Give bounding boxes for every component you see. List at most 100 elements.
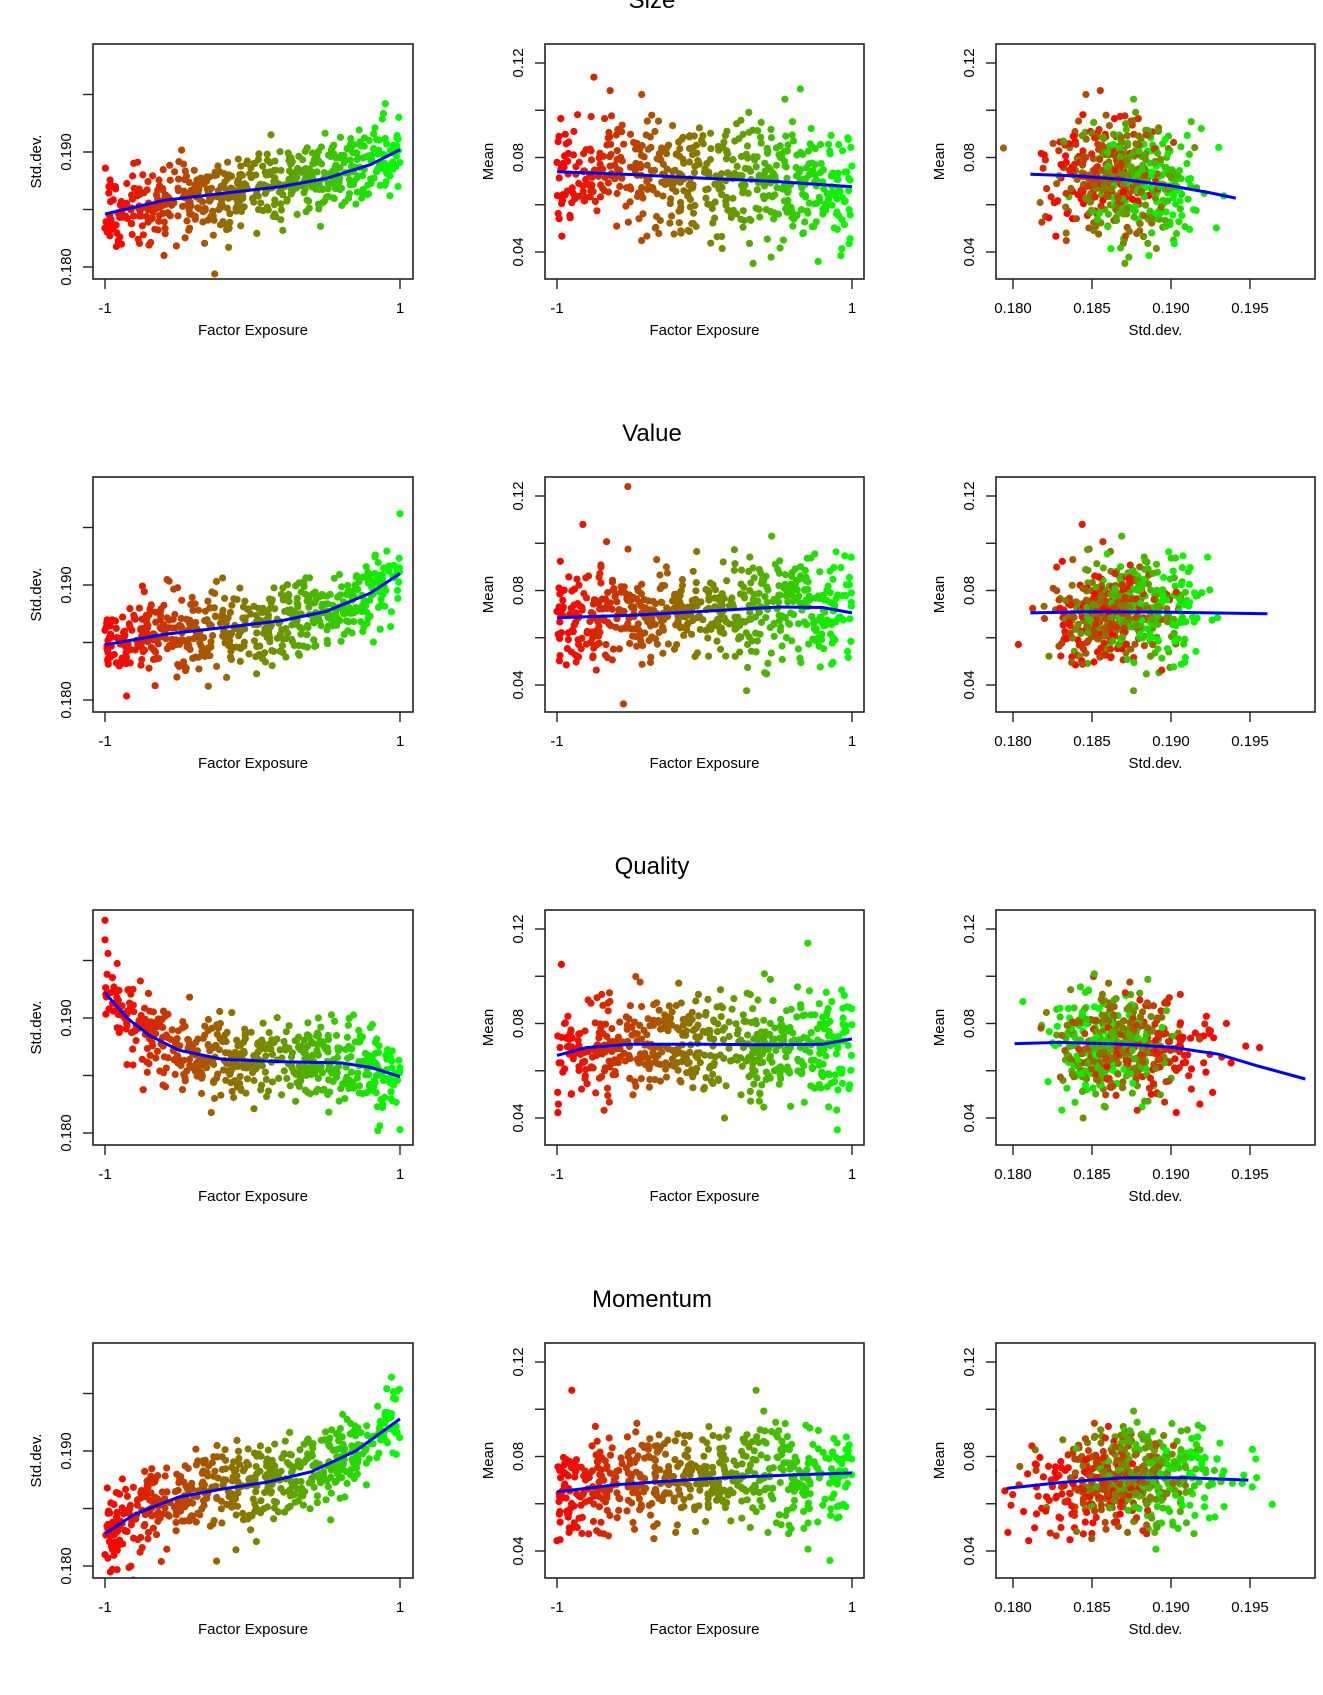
data-point xyxy=(387,623,395,631)
data-point xyxy=(661,582,669,590)
data-point xyxy=(811,550,819,558)
data-point xyxy=(283,1074,291,1082)
data-point xyxy=(331,1065,339,1073)
data-point xyxy=(163,645,171,653)
data-point xyxy=(840,1028,848,1037)
data-point xyxy=(812,218,820,226)
data-point xyxy=(693,547,701,556)
data-point xyxy=(368,1020,376,1029)
data-point xyxy=(1101,597,1110,605)
data-point xyxy=(1130,659,1138,667)
data-point xyxy=(797,1001,805,1009)
data-point xyxy=(740,583,748,591)
data-point xyxy=(324,600,332,608)
data-point xyxy=(174,212,182,220)
data-point xyxy=(1118,633,1127,641)
data-point xyxy=(276,1046,284,1054)
data-point xyxy=(732,1053,740,1061)
data-point xyxy=(118,1002,126,1010)
data-point xyxy=(830,1078,839,1086)
data-point xyxy=(612,590,620,598)
data-point-outlier xyxy=(204,682,212,690)
data-point xyxy=(160,601,168,609)
data-point xyxy=(685,158,694,166)
data-point xyxy=(744,154,752,162)
data-point xyxy=(160,218,168,226)
data-point xyxy=(647,143,655,151)
data-point xyxy=(737,215,745,223)
data-point xyxy=(654,117,663,125)
data-point xyxy=(1147,1013,1155,1021)
data-point xyxy=(609,645,618,653)
data-point xyxy=(383,1055,391,1063)
data-point xyxy=(1059,621,1067,629)
data-point-outlier xyxy=(160,251,168,260)
data-point xyxy=(357,618,365,626)
data-point xyxy=(314,614,322,622)
data-point xyxy=(810,624,818,633)
data-point xyxy=(709,1079,717,1088)
data-point xyxy=(555,174,563,182)
row-title: Value xyxy=(622,420,682,447)
data-point xyxy=(683,622,691,630)
data-point xyxy=(394,182,402,191)
data-point xyxy=(745,567,753,576)
data-point xyxy=(1146,652,1155,660)
data-point xyxy=(159,185,167,193)
data-point xyxy=(112,988,120,996)
data-point xyxy=(604,999,612,1007)
x-tick-label: 0.180 xyxy=(994,300,1032,317)
data-point xyxy=(128,626,136,634)
data-point xyxy=(1185,150,1193,158)
data-point xyxy=(254,1047,263,1055)
data-point xyxy=(811,1011,819,1019)
data-point xyxy=(723,148,731,156)
data-point xyxy=(833,225,841,233)
data-point xyxy=(756,1059,764,1067)
data-point xyxy=(671,1050,680,1058)
data-point xyxy=(699,132,707,140)
data-point xyxy=(695,1012,703,1020)
data-point xyxy=(1190,589,1199,597)
data-point xyxy=(799,1012,807,1020)
data-point xyxy=(340,630,348,639)
data-point xyxy=(183,643,191,651)
data-point xyxy=(847,1066,855,1074)
data-point xyxy=(143,1068,151,1076)
data-point xyxy=(139,1021,148,1029)
data-point xyxy=(696,625,704,634)
data-point xyxy=(283,197,291,205)
data-point xyxy=(746,608,754,617)
data-point xyxy=(815,594,824,603)
data-point xyxy=(132,1037,140,1045)
data-point xyxy=(1055,642,1063,650)
data-point xyxy=(1147,214,1156,222)
data-point xyxy=(372,1089,380,1097)
data-point xyxy=(1126,978,1134,986)
data-point xyxy=(1092,631,1100,639)
data-point xyxy=(1091,134,1099,142)
data-point xyxy=(1122,640,1130,648)
data-point xyxy=(692,222,700,231)
data-point xyxy=(564,636,573,644)
data-point xyxy=(286,1082,294,1090)
data-point xyxy=(1159,591,1167,599)
points xyxy=(101,916,404,1135)
data-point xyxy=(181,234,189,242)
data-point xyxy=(1137,580,1145,588)
data-point xyxy=(645,1065,653,1073)
data-point xyxy=(743,687,751,695)
data-point xyxy=(1152,560,1161,568)
data-point xyxy=(800,618,809,626)
data-point xyxy=(736,621,744,630)
data-point xyxy=(386,172,394,180)
data-point xyxy=(1142,201,1150,209)
data-point xyxy=(1140,1036,1149,1044)
data-point xyxy=(657,1025,665,1033)
data-point xyxy=(1062,152,1070,160)
data-point xyxy=(195,665,203,673)
data-point xyxy=(812,176,820,184)
data-point xyxy=(830,1033,838,1041)
data-point xyxy=(808,223,816,231)
data-point xyxy=(151,225,159,233)
